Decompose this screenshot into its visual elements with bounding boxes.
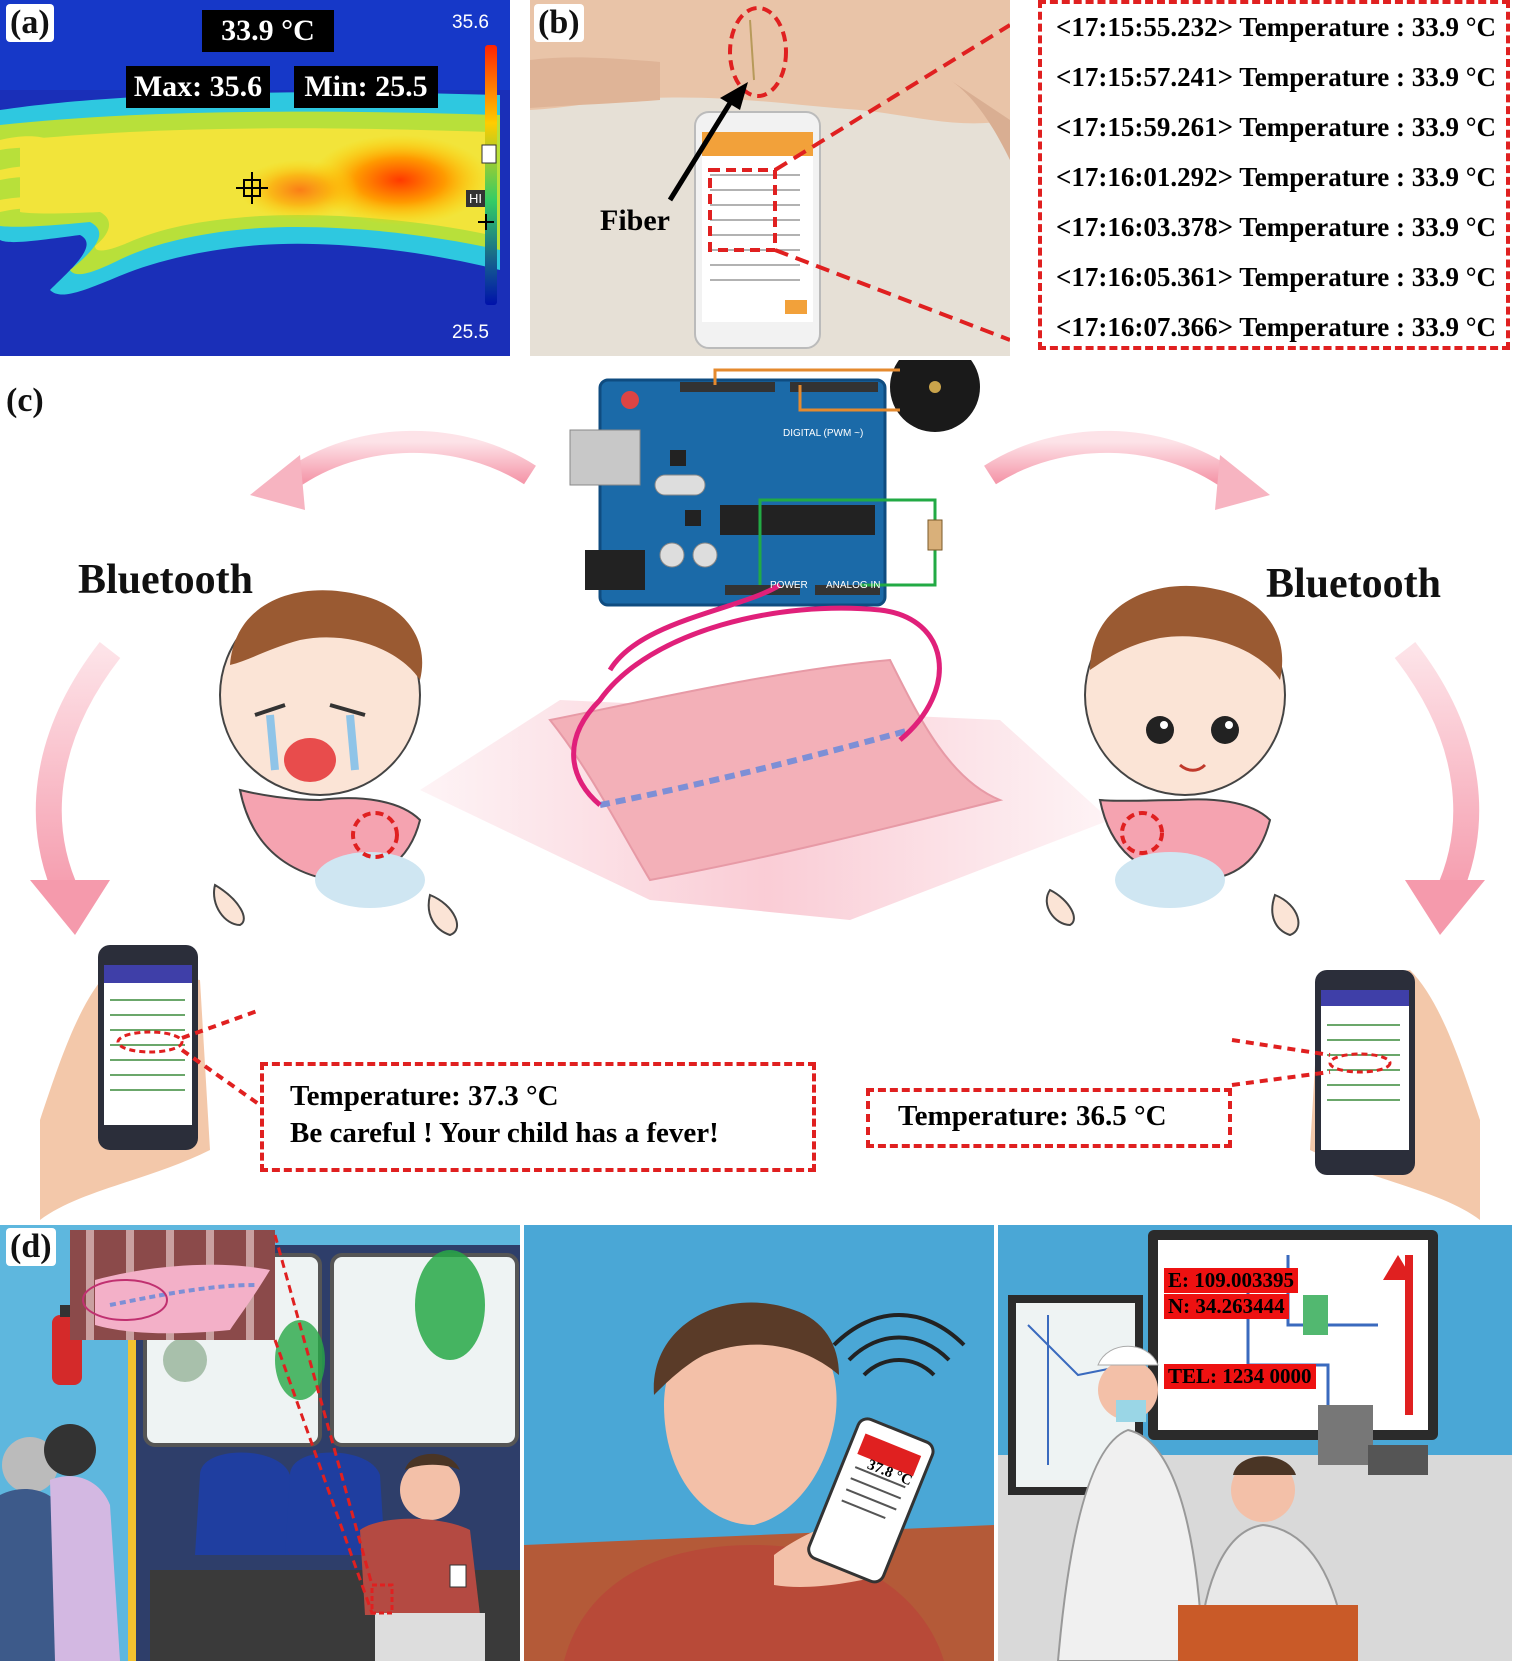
crying-baby bbox=[213, 590, 459, 937]
normal-temperature-callout: Temperature: 36.5 °C bbox=[866, 1088, 1232, 1148]
sitting-women bbox=[0, 1424, 120, 1661]
panel-d-label: (d) bbox=[6, 1228, 56, 1266]
board-digital-label: DIGITAL (PWM ~) bbox=[783, 428, 864, 439]
log-entry: <17:16:03.378> Temperature : 33.9 °C bbox=[1056, 212, 1497, 242]
log-entry: <17:15:57.241> Temperature : 33.9 °C bbox=[1056, 62, 1497, 92]
max-temperature-readout: Max: 35.6 bbox=[126, 66, 270, 108]
left-phone bbox=[40, 945, 210, 1220]
scale-max-label: 35.6 bbox=[452, 12, 489, 33]
log-entry: <17:15:55.232> Temperature : 33.9 °C bbox=[1056, 12, 1497, 42]
bluetooth-label-right: Bluetooth bbox=[1266, 561, 1442, 607]
log-entry: <17:16:05.361> Temperature : 33.9 °C bbox=[1056, 262, 1497, 292]
arduino-board bbox=[569, 378, 887, 607]
fever-temperature-text: Temperature: 37.3 °C bbox=[290, 1080, 559, 1112]
board-analog-label: ANALOG IN bbox=[826, 580, 881, 591]
log-entry: <17:15:59.261> Temperature : 33.9 °C bbox=[1056, 112, 1497, 142]
right-phone bbox=[1310, 970, 1480, 1220]
panel-b-label: (b) bbox=[534, 4, 584, 42]
knitted-fabric bbox=[548, 658, 1004, 882]
gps-north-coordinate: N: 34.263444 bbox=[1164, 1294, 1289, 1319]
bus-scene bbox=[0, 1225, 520, 1661]
bus-seats bbox=[195, 1452, 385, 1555]
phone-alert-scene bbox=[524, 1225, 994, 1661]
fever-alert-callout: Temperature: 37.3 °C Be careful ! Your c… bbox=[260, 1062, 816, 1172]
wrist-photo-panel bbox=[530, 0, 1010, 356]
arrow-left-down bbox=[35, 642, 121, 906]
arrow-right-down bbox=[1394, 642, 1480, 906]
fiber-label: Fiber bbox=[600, 204, 670, 237]
thermal-image bbox=[0, 0, 510, 356]
emergency-phone-number: TEL: 1234 0000 bbox=[1164, 1364, 1316, 1389]
temperature-log-box: <17:15:55.232> Temperature : 33.9 °C <17… bbox=[1038, 0, 1510, 350]
panel-a-label: (a) bbox=[6, 4, 54, 42]
buzzer bbox=[890, 360, 980, 432]
wrist-photo bbox=[530, 0, 1010, 356]
phone-in-photo bbox=[694, 111, 821, 349]
panel-c-label: (c) bbox=[6, 382, 44, 419]
min-temperature-readout: Min: 25.5 bbox=[294, 66, 438, 108]
fever-warning-text: Be careful ! Your child has a fever! bbox=[290, 1117, 719, 1149]
hi-marker: HI bbox=[466, 190, 485, 207]
alert-phone bbox=[807, 1417, 935, 1584]
scale-min-label: 25.5 bbox=[452, 322, 489, 343]
thermal-image-panel bbox=[0, 0, 510, 356]
board-power-label: POWER bbox=[770, 580, 808, 591]
log-entry: <17:16:01.292> Temperature : 33.9 °C bbox=[1056, 162, 1497, 192]
arrow-top-left bbox=[283, 430, 536, 490]
normal-temperature-text: Temperature: 36.5 °C bbox=[898, 1100, 1167, 1132]
nurse bbox=[1056, 1345, 1205, 1661]
arrow-top-right bbox=[984, 430, 1237, 490]
center-temperature-readout: 33.9 °C bbox=[202, 10, 334, 52]
bluetooth-label-left: Bluetooth bbox=[78, 557, 254, 603]
monitoring-scene bbox=[30, 360, 1485, 1220]
wifi-signal-icon bbox=[832, 1313, 966, 1377]
happy-baby bbox=[1045, 585, 1300, 937]
log-entry: <17:16:07.366> Temperature : 33.9 °C bbox=[1056, 312, 1497, 342]
gps-east-coordinate: E: 109.003395 bbox=[1164, 1268, 1298, 1293]
sick-man bbox=[360, 1453, 485, 1661]
